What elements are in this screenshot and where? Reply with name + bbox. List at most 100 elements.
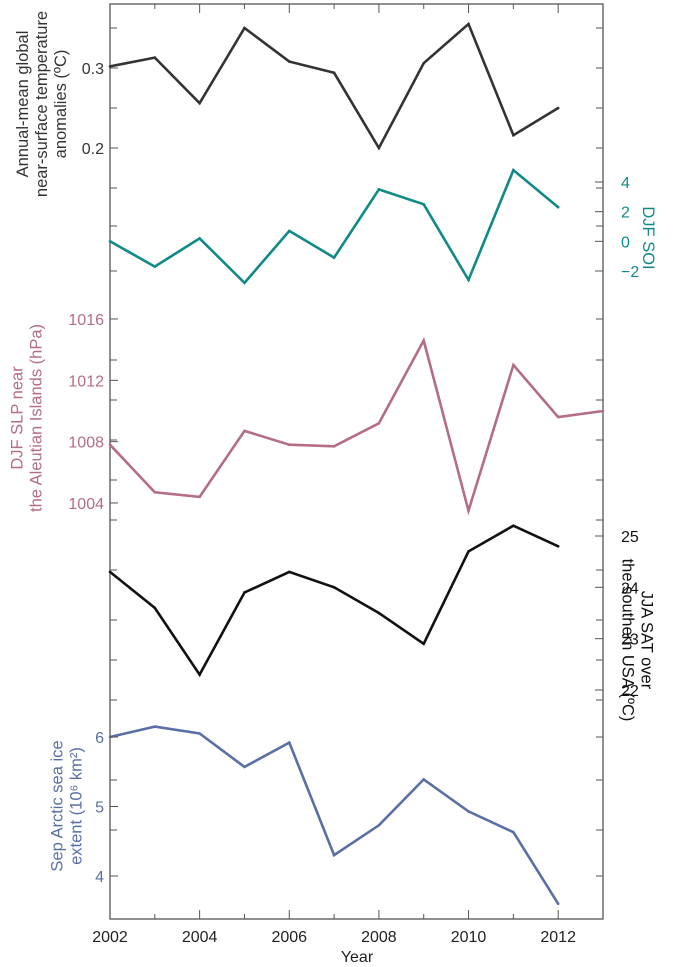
y-tick-label-soi: 0	[621, 234, 630, 251]
data-point-temp	[153, 56, 157, 59]
data-point-soi	[243, 281, 246, 285]
data-point-slp	[332, 444, 336, 448]
panel-ice: 6 5 4 Sep Arctic sea iceextent (10⁶ km²)	[49, 725, 560, 906]
y-axis-label-line: DJF SOI	[639, 206, 657, 269]
data-point-soi	[556, 205, 560, 209]
y-tick-label-ice: 6	[95, 730, 104, 747]
data-point-soi	[153, 265, 157, 268]
data-point-slp	[108, 443, 112, 447]
data-point-slp	[556, 415, 560, 419]
y-tick-label-soi: −2	[621, 264, 639, 281]
x-tick-label: 2002	[92, 929, 128, 946]
y-tick-label-temp: 0.2	[82, 141, 104, 158]
panels: 0.2 0.3 Annual-mean globalnear-surface tem…	[9, 11, 657, 906]
data-point-temp	[287, 60, 291, 63]
y-tick-label-ice: 4	[95, 869, 104, 886]
plot-border	[109, 3, 604, 920]
series-line-slp	[109, 336, 604, 516]
data-point-ice	[422, 778, 426, 781]
data-point-slp	[467, 509, 470, 512]
y-axis-label-line: JJA SAT over	[638, 591, 656, 690]
data-point-temp	[467, 22, 470, 26]
y-axis-label-line: near-surface temperature	[33, 11, 51, 197]
data-point-sat	[556, 544, 560, 548]
data-point-ice	[467, 810, 470, 813]
data-point-soi	[512, 168, 515, 172]
data-point-sat	[243, 591, 246, 594]
data-point-soi	[377, 188, 381, 191]
x-tick-label: 2008	[361, 929, 397, 946]
data-point-ice	[153, 725, 157, 728]
y-axis-label-line: the southern USA (ºC)	[619, 559, 637, 722]
data-point-ice	[556, 902, 560, 906]
y-tick-label-slp: 1016	[68, 312, 104, 329]
data-point-sat	[467, 550, 470, 553]
data-point-soi	[422, 202, 426, 206]
data-point-slp	[287, 443, 291, 447]
data-point-sat	[153, 606, 157, 610]
y-tick-label-soi: 4	[621, 175, 630, 192]
plot-frame	[109, 3, 604, 920]
x-tick-label: 2012	[540, 929, 576, 946]
data-point-soi	[108, 240, 112, 243]
y-axis-label-line: Sep Arctic sea ice	[49, 740, 67, 871]
y-tick-label-slp: 1012	[68, 373, 104, 390]
y-axis-label-soi: DJF SOI	[639, 206, 657, 269]
data-point-soi	[198, 237, 201, 240]
x-axis-title: Year	[341, 949, 374, 966]
y-tick-label-temp: 0.3	[82, 61, 104, 78]
data-point-temp	[108, 65, 112, 68]
y-tick-label-sat: 25	[621, 529, 639, 546]
data-point-slp	[377, 421, 381, 425]
y-tick-label-soi: 2	[621, 205, 630, 222]
data-point-slp	[243, 429, 246, 433]
data-point-ice	[287, 741, 291, 744]
series-line-sat	[109, 524, 559, 678]
y-tick-label-ice: 5	[95, 800, 104, 817]
data-point-slp	[198, 495, 201, 499]
y-tick-label-slp: 1008	[68, 435, 104, 452]
x-tick-label: 2006	[271, 929, 307, 946]
y-axis-label-line: DJF SLP near	[9, 366, 27, 470]
data-point-ice	[377, 823, 381, 827]
data-point-soi	[467, 278, 470, 282]
y-axis-label-line: anomalies (ºC)	[52, 50, 70, 159]
panel-slp: 1016 1012 1008 1004 DJF SLP nearthe Aleutian…	[9, 312, 605, 516]
data-point-sat	[198, 673, 201, 676]
series-line-ice	[109, 725, 560, 905]
data-point-slp	[153, 490, 157, 494]
y-axis-label-temp: Annual-mean globalnear-surface temperatu…	[14, 11, 70, 197]
y-tick-label-sat: 24	[621, 580, 639, 597]
data-point-ice	[512, 830, 515, 834]
data-point-sat	[377, 611, 381, 615]
x-axis: Year 2002 2004 2006 2008 2010 2012	[92, 4, 604, 966]
series-line-temp	[109, 21, 559, 151]
data-point-temp	[512, 133, 515, 137]
x-tick-label: 2010	[451, 929, 487, 946]
y-tick-label-sat: 22	[621, 683, 639, 700]
data-point-slp	[422, 339, 426, 342]
data-point-ice	[198, 732, 201, 735]
y-axis-label-ice: Sep Arctic sea iceextent (10⁶ km²)	[49, 740, 86, 871]
data-point-temp	[377, 146, 381, 150]
data-point-soi	[332, 256, 336, 259]
data-point-temp	[243, 26, 246, 30]
y-tick-label-slp: 1004	[68, 496, 104, 513]
data-point-sat	[422, 642, 426, 646]
panel-temp: 0.2 0.3 Annual-mean globalnear-surface tem…	[14, 11, 560, 197]
data-point-temp	[332, 71, 336, 75]
data-point-sat	[332, 586, 336, 589]
data-point-slp	[601, 409, 605, 413]
data-point-temp	[422, 61, 426, 65]
y-tick-label-sat: 23	[621, 632, 639, 649]
x-tick-label: 2004	[182, 929, 218, 946]
y-axis-label-line: extent (10⁶ km²)	[68, 747, 86, 865]
data-point-soi	[287, 229, 291, 233]
data-point-temp	[556, 106, 560, 110]
y-axis-label-sat: JJA SAT overthe southern USA (ºC)	[619, 559, 656, 722]
data-point-ice	[243, 765, 246, 769]
data-point-sat	[108, 570, 112, 574]
